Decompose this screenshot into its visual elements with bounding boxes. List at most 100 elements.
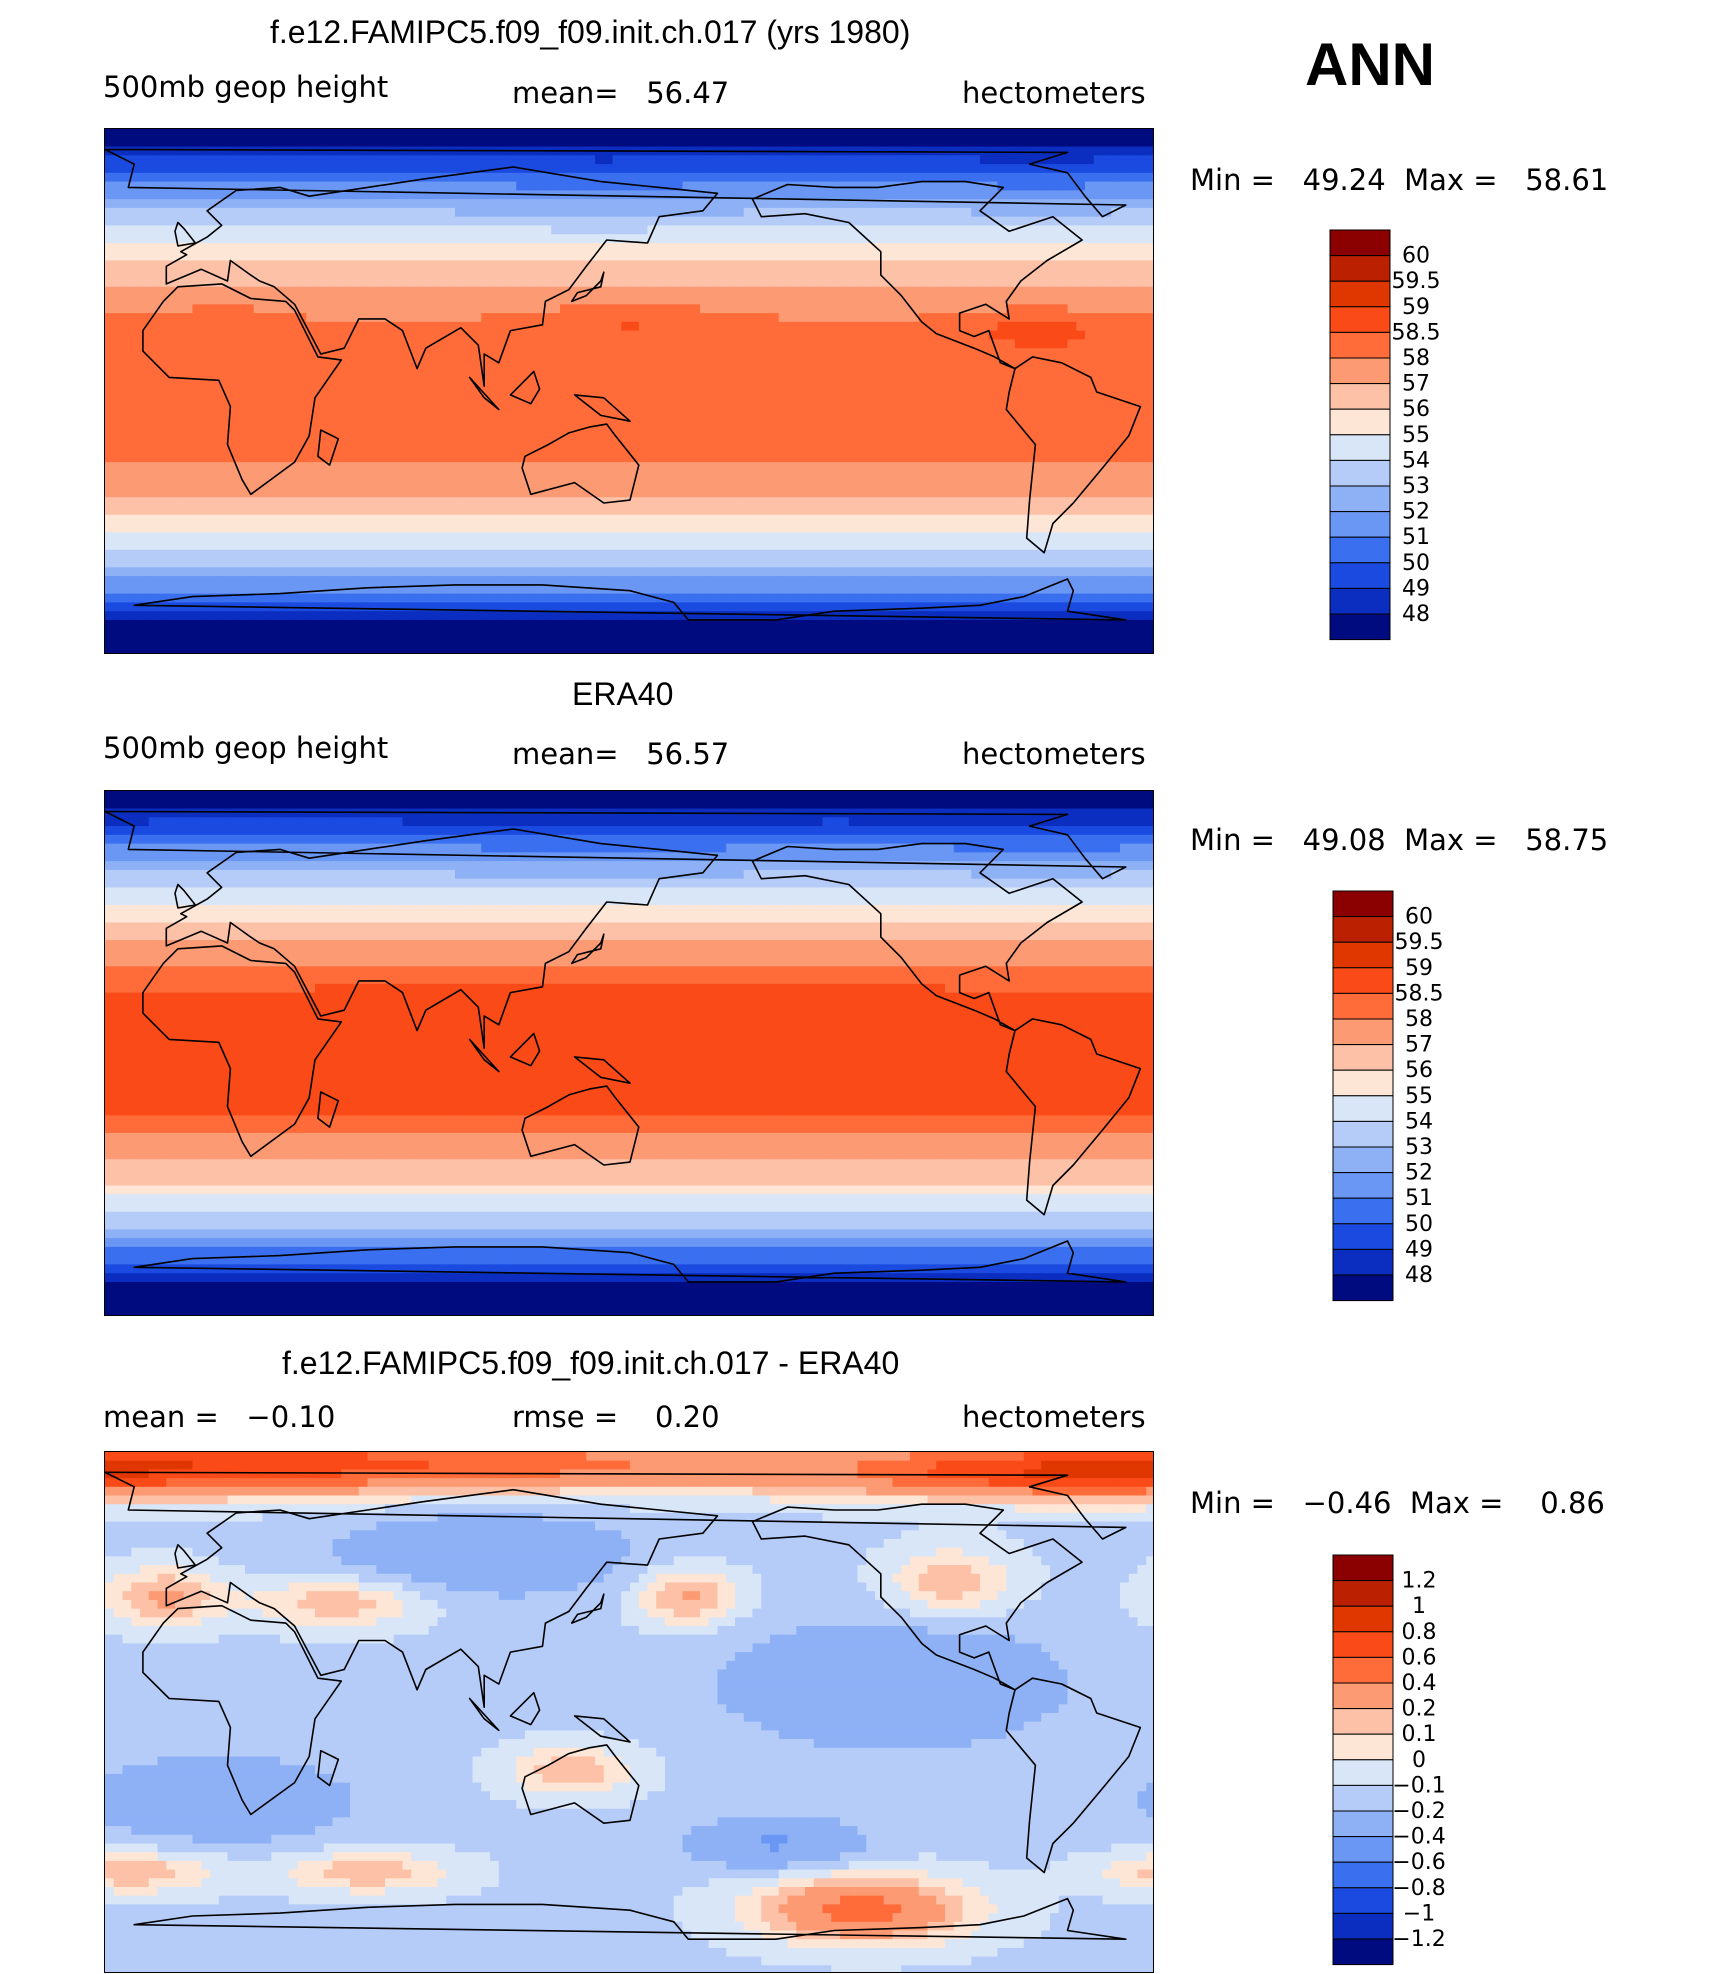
colorbar-swatch [1332,1018,1394,1046]
panel1-title: f.e12.FAMIPC5.f09_f09.init.ch.017 (yrs 1… [270,14,910,51]
colorbar-level-label: 57 [1405,1033,1433,1058]
panel1-mean-label: mean= 56.47 [512,76,729,110]
coastline [105,1471,1142,1941]
colorbar-swatch [1332,1554,1394,1582]
colorbar-level-label: 52 [1405,1161,1433,1186]
coastline-path [174,221,197,247]
colorbar-level-label: 0.1 [1402,1722,1437,1747]
coastline-path [570,1593,605,1624]
colorbar-level-label: 0.6 [1402,1645,1437,1670]
coastline-path [751,842,1083,1032]
colorbar-level-label: −0.4 [1392,1825,1445,1850]
coastline-path [174,1544,197,1569]
colorbar-swatch [1332,1912,1394,1940]
coastline-path [521,1744,640,1825]
coastline-path [142,1604,343,1816]
colorbar-swatch [1332,1784,1394,1812]
colorbar-level-label: 0.2 [1402,1697,1437,1722]
colorbar-level-label: −0.6 [1392,1850,1445,1875]
coastline-path [468,376,500,411]
colorbar-swatch [1332,1836,1394,1863]
coastline-path [317,429,340,466]
panel2-colorbar: 60 59.5 59 58.5 58 57 56 55 54 53 52 51 50 49 48 [1332,890,1493,1303]
colorbar-level-label: 48 [1405,1263,1433,1288]
colorbar-swatch [1332,1631,1394,1658]
colorbar-swatch [1332,1274,1394,1302]
coastline-path [317,1091,340,1128]
coastline-path [509,1032,541,1067]
coastline-path [105,810,1127,880]
colorbar-swatch [1332,1044,1394,1071]
panel1-left-label: 500mb geop height [103,70,388,104]
colorbar-level-label: 58.5 [1395,981,1444,1006]
colorbar-swatch [1329,306,1391,333]
colorbar-swatch [1332,1938,1394,1966]
colorbar-level-label: 1 [1412,1594,1426,1619]
field-cells [105,129,1153,653]
coastline-path [570,271,605,303]
colorbar-swatch [1329,408,1391,436]
colorbar-swatch [1329,613,1391,641]
colorbar-swatch [1329,280,1391,308]
colorbar-level-label: 53 [1405,1135,1433,1160]
panel3-mean-label: mean = −0.10 [103,1400,335,1434]
coastline-path [751,180,1083,370]
coastline-path [751,1503,1083,1691]
colorbar-swatch [1332,890,1394,918]
colorbar-swatch [1332,1605,1394,1633]
coastline-path [174,883,197,909]
colorbar-swatch [1332,1248,1394,1276]
colorbar-swatch [1329,459,1391,487]
colorbar-swatch [1332,1580,1394,1607]
coastline-path [133,578,1127,621]
panel2-left-label: 500mb geop height [103,731,388,765]
panel2-map [104,790,1154,1316]
colorbar-level-label: 58 [1402,346,1430,371]
colorbar-level-label: 58 [1405,1007,1433,1032]
colorbar-level-label: 51 [1405,1186,1433,1211]
colorbar-level-label: 1.2 [1402,1569,1437,1594]
colorbar-level-label: 52 [1402,500,1430,525]
colorbar-level-label: 50 [1405,1212,1433,1237]
colorbar-swatch [1329,255,1391,282]
colorbar-swatch [1332,1172,1394,1199]
colorbar-swatch [1332,1197,1394,1225]
panel3-map [104,1451,1154,1973]
panel3-title: f.e12.FAMIPC5.f09_f09.init.ch.017 - ERA4… [282,1345,899,1382]
colorbar-level-label: 59.5 [1395,930,1444,955]
colorbar-level-label: 55 [1405,1084,1433,1109]
panel1-map [104,128,1154,654]
colorbar-level-label: 59 [1402,295,1430,320]
colorbar-level-label: 48 [1402,602,1430,627]
colorbar-level-label: 60 [1405,905,1433,930]
colorbar-swatch [1329,562,1391,589]
coastline-path [142,283,343,496]
coastline-path [509,370,541,405]
colorbar-swatch [1329,383,1391,410]
colorbar-level-label: −0.2 [1392,1799,1445,1824]
colorbar-swatch [1329,434,1391,461]
season-label: ANN [1305,30,1435,99]
colorbar-level-label: 54 [1402,448,1430,473]
colorbar-level-label: 58.5 [1392,320,1441,345]
colorbar-swatch [1329,357,1391,385]
colorbar-level-label: −1 [1403,1901,1435,1926]
panel3-colorbar: 1.2 1 0.8 0.6 0.4 0.2 0.1 0 −0.1 −0.2 −0.4 −0.6 −0.8… [1332,1554,1493,1967]
colorbar-level-label: 56 [1405,1058,1433,1083]
coastline-path [1005,1677,1142,1874]
panel1-minmax-label: Min = 49.24 Max = 58.61 [1190,163,1608,197]
coastline-path [105,148,1127,218]
panel3-units-label: hectometers [962,1400,1146,1434]
coastline-path [133,1240,1127,1283]
colorbar-swatch [1332,1861,1394,1889]
colorbar-level-label: 59 [1405,956,1433,981]
colorbar-level-label: 0 [1412,1748,1426,1773]
panel3-minmax-label: Min = −0.46 Max = 0.86 [1190,1486,1605,1520]
colorbar-swatch [1329,536,1391,564]
coastline-path [521,423,640,504]
colorbar-level-label: −0.1 [1392,1773,1445,1798]
colorbar-level-label: 53 [1402,474,1430,499]
colorbar-level-label: 0.4 [1402,1671,1437,1696]
coastline-path [317,1749,340,1787]
coastline-path [142,945,343,1158]
